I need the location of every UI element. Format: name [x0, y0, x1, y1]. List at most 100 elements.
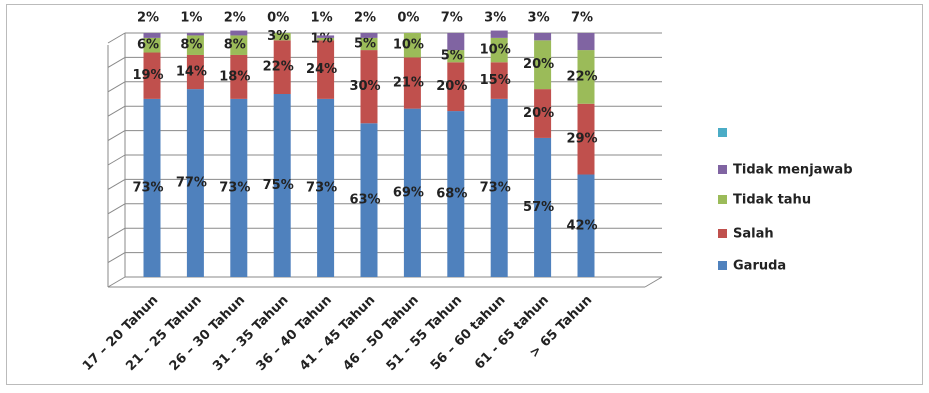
legend-label: Tidak menjawab	[733, 163, 853, 178]
data-label: 30%	[349, 79, 380, 94]
data-label: 14%	[176, 65, 207, 80]
data-label: 73%	[306, 180, 337, 195]
bar-segment	[534, 89, 552, 138]
bar-segment	[490, 37, 508, 63]
bar-segment	[360, 123, 378, 277]
data-label: 6%	[137, 38, 159, 53]
data-label: 24%	[306, 62, 337, 77]
bar-segment	[534, 40, 552, 90]
grid-line-side	[107, 154, 126, 166]
data-label: 29%	[566, 132, 597, 147]
bar-segment	[230, 30, 248, 36]
bar-segment	[490, 62, 508, 99]
data-label: 0%	[397, 11, 419, 26]
bar-segment	[143, 37, 161, 53]
bar-segment	[360, 50, 378, 124]
data-label: 73%	[480, 180, 511, 195]
legend-swatch	[718, 128, 727, 137]
bar-segment	[403, 108, 421, 277]
data-label: 7%	[441, 11, 463, 26]
data-label: 22%	[263, 60, 294, 75]
bar-segment	[143, 98, 161, 277]
data-label: 75%	[263, 178, 294, 193]
bar-segment	[490, 98, 508, 277]
data-label: 73%	[219, 180, 250, 195]
data-label: 57%	[523, 200, 554, 215]
bar-segment	[143, 52, 161, 99]
grid-line-side	[107, 227, 126, 239]
bar-segment	[447, 111, 465, 277]
grid-line-side	[107, 32, 126, 44]
bar-segment	[447, 50, 465, 63]
bar-segment	[143, 33, 161, 38]
bar-segment	[230, 54, 248, 99]
bar-segment	[230, 98, 248, 277]
bar-segment	[447, 62, 465, 112]
data-label: 10%	[393, 38, 424, 53]
grid-line-side	[107, 81, 126, 93]
data-label: 20%	[523, 106, 554, 121]
bar-segment	[273, 94, 291, 277]
legend-swatch	[718, 229, 727, 238]
data-label: 8%	[224, 38, 246, 53]
grid-line-side	[107, 203, 126, 215]
bar-segment	[317, 98, 335, 277]
data-label: 63%	[349, 193, 380, 208]
bar-segment	[403, 57, 421, 109]
bar-segment	[186, 35, 204, 55]
data-label: 8%	[180, 38, 202, 53]
data-label: 20%	[523, 57, 554, 72]
bar-segment	[577, 174, 595, 277]
data-label: 5%	[354, 36, 376, 51]
bar-segment	[317, 37, 335, 41]
bar-segment	[360, 33, 378, 38]
bar-segment	[534, 137, 552, 277]
bar-segment	[577, 33, 595, 51]
bar-segment	[186, 54, 204, 90]
grid-line-side	[107, 56, 126, 68]
bar-segment	[273, 33, 291, 41]
data-label: 18%	[219, 69, 250, 84]
bar-segment	[577, 50, 595, 104]
data-label: 22%	[566, 69, 597, 84]
bar-segment	[186, 33, 204, 36]
data-label: 15%	[480, 73, 511, 88]
data-label: 7%	[571, 11, 593, 26]
grid-line-side	[107, 252, 126, 264]
data-label: 2%	[224, 11, 246, 26]
data-label: 5%	[441, 49, 463, 64]
data-label: 68%	[436, 187, 467, 202]
bar-segment	[273, 40, 291, 94]
data-label: 0%	[267, 11, 289, 26]
legend-swatch	[718, 261, 727, 270]
data-label: 77%	[176, 176, 207, 191]
data-label: 2%	[354, 11, 376, 26]
data-label: 1%	[311, 32, 333, 47]
bar-segment	[317, 40, 335, 99]
grid-line-side	[107, 130, 126, 142]
data-label: 1%	[311, 11, 333, 26]
data-label: 2%	[137, 11, 159, 26]
data-label: 21%	[393, 76, 424, 91]
grid-line-side	[107, 105, 126, 117]
data-label: 69%	[393, 185, 424, 200]
legend-swatch	[718, 195, 727, 204]
data-label: 10%	[480, 43, 511, 58]
data-label: 3%	[528, 11, 550, 26]
bar-segment	[403, 33, 421, 58]
floor-edge	[644, 276, 663, 288]
data-label: 3%	[484, 11, 506, 26]
bar-segment	[360, 37, 378, 51]
data-label: 42%	[566, 218, 597, 233]
bar-segment	[490, 30, 508, 38]
bar-segment	[230, 35, 248, 55]
legend-label: Tidak tahu	[733, 193, 811, 208]
data-label: 3%	[267, 29, 289, 44]
data-label: 19%	[132, 68, 163, 83]
legend-label: Garuda	[733, 259, 786, 274]
bar-segment	[447, 33, 465, 51]
bar-segment	[186, 89, 204, 278]
bar-segment	[577, 103, 595, 175]
grid-line-side	[107, 178, 126, 190]
